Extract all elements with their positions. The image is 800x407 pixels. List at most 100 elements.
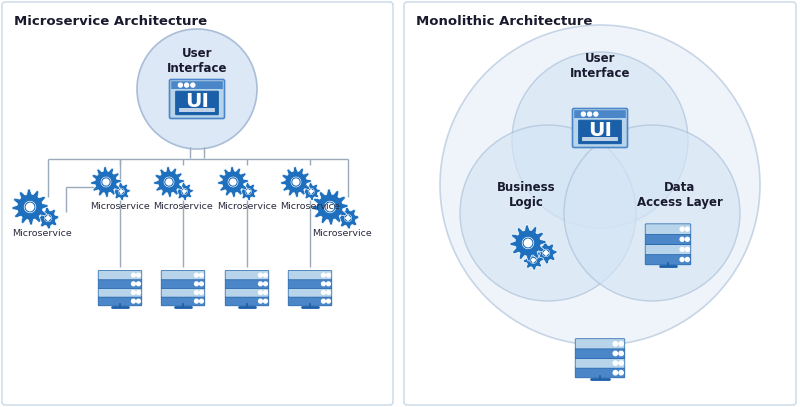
Polygon shape: [302, 182, 320, 201]
Circle shape: [185, 83, 189, 87]
Circle shape: [614, 370, 618, 375]
Polygon shape: [90, 167, 122, 197]
FancyBboxPatch shape: [288, 271, 332, 280]
FancyBboxPatch shape: [575, 368, 625, 378]
Circle shape: [131, 299, 135, 303]
Circle shape: [322, 299, 326, 303]
Circle shape: [522, 238, 534, 248]
Circle shape: [118, 189, 124, 194]
Text: Microservice: Microservice: [217, 202, 277, 211]
FancyBboxPatch shape: [646, 224, 691, 234]
Circle shape: [137, 282, 140, 286]
Circle shape: [594, 112, 598, 116]
Circle shape: [325, 201, 335, 212]
Circle shape: [680, 258, 684, 261]
Circle shape: [680, 237, 684, 241]
Circle shape: [686, 237, 690, 241]
Circle shape: [137, 299, 140, 303]
Circle shape: [191, 83, 195, 87]
FancyBboxPatch shape: [161, 271, 205, 280]
Circle shape: [309, 189, 314, 194]
Circle shape: [258, 291, 262, 294]
Circle shape: [263, 273, 267, 277]
Polygon shape: [112, 182, 130, 201]
Circle shape: [137, 29, 257, 149]
Polygon shape: [218, 167, 248, 197]
Circle shape: [228, 177, 238, 187]
Circle shape: [137, 273, 140, 277]
Circle shape: [194, 273, 198, 277]
Circle shape: [326, 273, 330, 277]
Polygon shape: [239, 182, 258, 201]
Circle shape: [460, 125, 636, 301]
Text: User
Interface: User Interface: [570, 52, 630, 80]
FancyBboxPatch shape: [176, 91, 218, 115]
FancyBboxPatch shape: [98, 271, 142, 280]
Circle shape: [25, 201, 35, 212]
Circle shape: [322, 273, 326, 277]
Circle shape: [614, 341, 618, 346]
Circle shape: [614, 351, 618, 356]
Circle shape: [263, 282, 267, 286]
Circle shape: [512, 52, 688, 228]
Circle shape: [619, 341, 623, 346]
Circle shape: [588, 112, 591, 116]
Polygon shape: [338, 207, 358, 229]
Circle shape: [178, 83, 182, 87]
FancyBboxPatch shape: [288, 279, 332, 289]
Circle shape: [345, 215, 351, 221]
FancyBboxPatch shape: [575, 358, 625, 368]
Text: Microservice: Microservice: [153, 202, 213, 211]
Text: User
Interface: User Interface: [166, 47, 227, 75]
FancyBboxPatch shape: [578, 120, 622, 144]
Circle shape: [194, 299, 198, 303]
Circle shape: [686, 258, 690, 261]
Circle shape: [326, 282, 330, 286]
Circle shape: [131, 273, 135, 277]
Circle shape: [246, 189, 251, 194]
Circle shape: [619, 370, 623, 375]
Circle shape: [45, 215, 51, 221]
FancyBboxPatch shape: [226, 279, 269, 289]
Circle shape: [619, 351, 623, 356]
Circle shape: [199, 273, 203, 277]
FancyBboxPatch shape: [646, 244, 691, 255]
Circle shape: [326, 299, 330, 303]
Text: UI: UI: [588, 121, 612, 140]
FancyBboxPatch shape: [226, 288, 269, 297]
FancyBboxPatch shape: [161, 288, 205, 297]
FancyBboxPatch shape: [575, 348, 625, 359]
Circle shape: [102, 177, 110, 187]
Circle shape: [199, 291, 203, 294]
Circle shape: [131, 291, 135, 294]
Text: UI: UI: [185, 92, 209, 112]
FancyBboxPatch shape: [2, 2, 393, 405]
Circle shape: [542, 249, 550, 256]
FancyBboxPatch shape: [288, 296, 332, 306]
Circle shape: [131, 282, 135, 286]
FancyBboxPatch shape: [288, 288, 332, 297]
FancyBboxPatch shape: [575, 339, 625, 349]
Circle shape: [619, 361, 623, 365]
Text: Microservice: Microservice: [90, 202, 150, 211]
Circle shape: [258, 299, 262, 303]
Text: Microservice: Microservice: [12, 229, 72, 238]
FancyBboxPatch shape: [226, 271, 269, 280]
Polygon shape: [175, 182, 194, 201]
FancyBboxPatch shape: [170, 79, 225, 118]
Circle shape: [322, 291, 326, 294]
Polygon shape: [154, 167, 184, 197]
Circle shape: [164, 177, 174, 187]
FancyBboxPatch shape: [161, 279, 205, 289]
Circle shape: [194, 282, 198, 286]
Text: Microservice Architecture: Microservice Architecture: [14, 15, 207, 28]
Circle shape: [680, 247, 684, 252]
Circle shape: [182, 189, 187, 194]
Polygon shape: [523, 250, 543, 270]
Circle shape: [258, 282, 262, 286]
Circle shape: [614, 361, 618, 365]
Text: Microservice: Microservice: [280, 202, 340, 211]
FancyBboxPatch shape: [573, 109, 627, 147]
FancyBboxPatch shape: [98, 288, 142, 297]
Text: Monolithic Architecture: Monolithic Architecture: [416, 15, 592, 28]
